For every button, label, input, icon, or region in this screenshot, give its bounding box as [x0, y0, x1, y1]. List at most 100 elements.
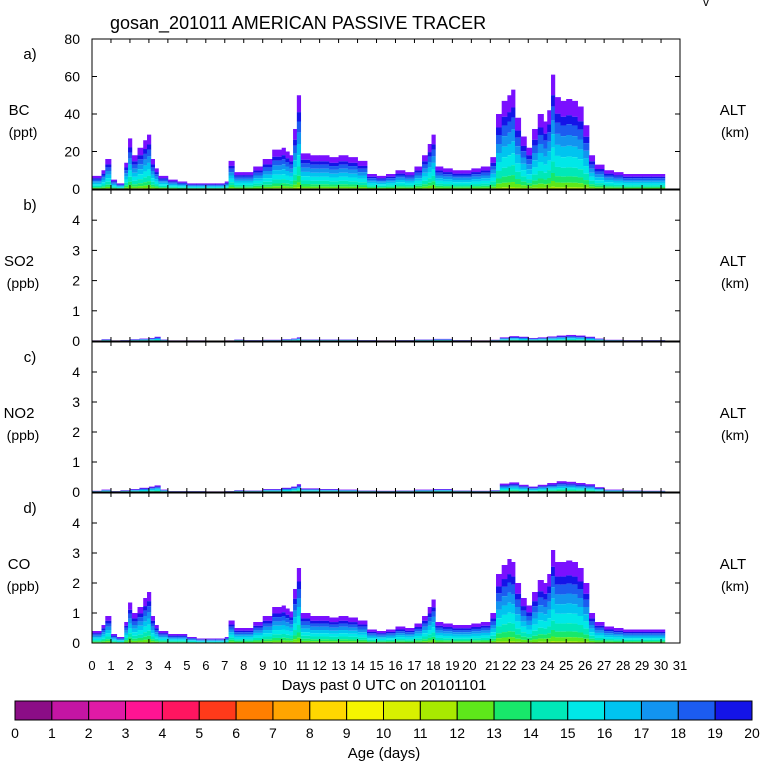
bar-segment	[143, 632, 148, 637]
bar-segment	[632, 176, 643, 179]
bar-segment	[293, 635, 298, 640]
bar-segment	[554, 576, 561, 585]
bar-segment	[526, 183, 533, 187]
bar-segment	[147, 606, 152, 613]
bar-segment	[511, 623, 516, 632]
bar-segment	[124, 622, 129, 626]
bar-segment	[224, 640, 229, 641]
bar-segment	[566, 338, 577, 340]
bar-segment	[154, 630, 159, 633]
bar-segment	[651, 178, 662, 180]
bar-segment	[561, 645, 567, 647]
bar-segment	[101, 641, 106, 643]
bar-segment	[404, 186, 415, 188]
bar-segment	[518, 489, 529, 491]
bar-segment	[588, 625, 596, 629]
bar-segment	[547, 601, 552, 610]
colorbar-tick-label: 20	[744, 725, 760, 741]
bar-segment	[511, 191, 515, 194]
bar-segment	[518, 486, 529, 487]
bar-segment	[205, 183, 216, 185]
bar-segment	[395, 626, 406, 630]
bar-segment	[520, 157, 527, 164]
bar-segment	[452, 175, 463, 178]
bar-segment	[110, 637, 118, 639]
bar-segment	[404, 176, 415, 179]
bar-segment	[300, 180, 311, 185]
bar-segment	[110, 187, 118, 189]
bar-segment	[571, 125, 578, 137]
bar-segment	[196, 186, 207, 187]
bar-segment	[129, 489, 140, 490]
bar-segment	[110, 635, 118, 637]
bar-segment	[285, 151, 290, 159]
bar-segment	[105, 641, 112, 643]
bar-segment	[128, 613, 133, 619]
bar-segment	[262, 626, 273, 631]
bar-segment	[338, 626, 349, 631]
bar-segment	[511, 637, 516, 642]
x-tick-label: 20	[462, 658, 476, 673]
bar-segment	[137, 174, 144, 180]
bar-segment	[537, 605, 544, 613]
bar-segment	[532, 160, 539, 168]
bar-segment	[124, 170, 129, 174]
bar-segment	[147, 618, 152, 625]
bar-segment	[137, 183, 144, 187]
bar-segment	[642, 180, 652, 182]
bar-segment	[560, 187, 567, 189]
bar-segment	[585, 489, 596, 491]
bar-segment	[461, 641, 472, 643]
bar-segment	[262, 636, 273, 640]
bar-segment	[137, 613, 144, 618]
bar-segment	[300, 625, 311, 629]
bar-segment	[566, 641, 573, 643]
bar-segment	[367, 642, 377, 643]
bar-segment	[583, 143, 590, 151]
bar-segment	[177, 185, 188, 187]
bar-segment	[253, 637, 264, 641]
bar-segment	[422, 620, 429, 624]
bar-segment	[116, 640, 125, 641]
bar-segment	[623, 181, 633, 184]
bar-segment	[651, 187, 662, 189]
bar-segment	[262, 167, 273, 171]
bar-segment	[329, 162, 339, 167]
bar-segment	[554, 113, 561, 123]
bar-segment	[310, 184, 321, 187]
bar-segment	[367, 639, 377, 642]
y-tick-label: 0	[72, 181, 80, 197]
bar-segment	[528, 489, 539, 491]
bar-segment	[205, 184, 216, 186]
bar-segment	[537, 580, 544, 592]
bar-segment	[511, 613, 516, 624]
bar-segment	[414, 631, 423, 634]
bar-segment	[661, 174, 666, 177]
bar-segment	[588, 186, 596, 189]
bar-segment	[490, 169, 497, 174]
bar-segment	[186, 183, 197, 185]
bar-segment	[285, 634, 290, 639]
bar-segment	[560, 584, 567, 595]
bar-segment	[613, 628, 624, 631]
bar-segment	[661, 641, 666, 643]
bar-segment	[623, 639, 633, 642]
bar-segment	[154, 179, 159, 182]
bar-segment	[105, 633, 112, 637]
bar-segment	[154, 187, 159, 189]
bar-segment	[300, 640, 311, 643]
bar-segment	[442, 631, 453, 634]
bar-segment	[414, 640, 423, 642]
bar-segment	[154, 176, 159, 180]
bar-segment	[285, 622, 290, 627]
bar-segment	[128, 633, 133, 638]
bar-segment	[642, 186, 652, 188]
bar-segment	[594, 164, 605, 170]
bar-segment	[285, 166, 290, 171]
bar-segment	[143, 159, 148, 166]
bar-segment	[480, 641, 491, 643]
bar-segment	[604, 187, 615, 189]
bar-segment	[137, 169, 144, 175]
bar-segment	[110, 640, 118, 642]
bar-segment	[651, 176, 662, 179]
